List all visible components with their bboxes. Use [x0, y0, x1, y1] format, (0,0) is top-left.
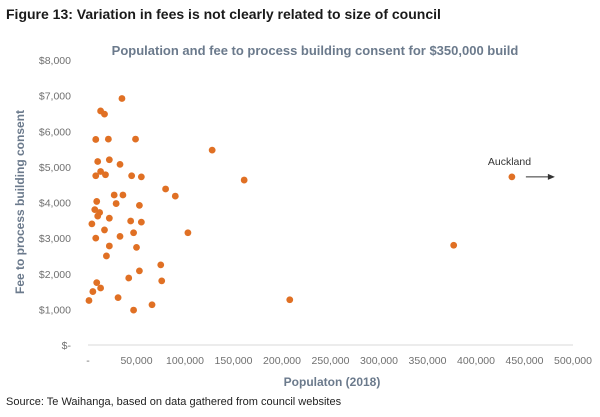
data-point: [158, 277, 166, 285]
y-tick-label: $1,000: [39, 304, 71, 316]
x-tick-label: 250,000: [312, 355, 350, 367]
data-point: [184, 229, 192, 237]
x-tick-label: 400,000: [457, 355, 495, 367]
data-point: [157, 261, 165, 269]
arrow-head: [547, 173, 555, 180]
data-point: [92, 172, 100, 180]
y-tick-label: $2,000: [39, 269, 71, 281]
data-point: [130, 229, 137, 237]
data-point: [508, 173, 516, 181]
y-axis-label: Fee to process building consent: [13, 110, 27, 294]
data-point: [85, 297, 93, 304]
x-axis-ticks: - 50,000 100,000 150,000 200,000 250,000 300,0…: [86, 355, 592, 367]
x-tick-label: 300,000: [360, 355, 398, 367]
x-tick-label: 50,000: [120, 355, 152, 367]
data-point: [162, 185, 170, 193]
data-point: [104, 135, 112, 143]
data-point: [97, 168, 105, 175]
data-point: [96, 209, 104, 216]
data-point: [110, 191, 118, 199]
x-tick-label: 150,000: [215, 355, 253, 367]
y-tick-label: $8,000: [39, 55, 71, 67]
data-point: [103, 252, 110, 260]
data-point: [136, 201, 143, 209]
data-point: [92, 234, 100, 242]
y-tick-label: $5,000: [39, 162, 71, 174]
x-tick-label: 450,000: [506, 355, 544, 367]
data-point: [112, 200, 120, 207]
data-point: [116, 232, 124, 240]
data-point: [102, 171, 109, 179]
data-point: [105, 214, 113, 222]
data-points: [85, 95, 516, 314]
data-point: [130, 306, 137, 314]
data-point: [93, 279, 101, 287]
x-tick-label: 350,000: [409, 355, 447, 367]
data-point: [94, 158, 102, 165]
data-point: [127, 217, 135, 225]
data-point: [114, 294, 122, 302]
figure-title: Figure 13: Variation in fees is not clea…: [6, 6, 441, 22]
data-point: [105, 242, 113, 250]
data-point: [208, 146, 216, 154]
data-point: [450, 241, 458, 249]
y-tick-label: $3,000: [39, 233, 71, 245]
data-point: [133, 243, 140, 251]
data-point: [132, 135, 139, 143]
data-point: [88, 220, 96, 228]
data-point: [119, 191, 127, 199]
auckland-arrow-icon: [525, 173, 555, 180]
data-point: [92, 136, 100, 143]
x-tick-label: -: [86, 355, 90, 367]
source-note: Source: Te Waihanga, based on data gathe…: [6, 396, 342, 408]
data-point: [93, 198, 101, 205]
x-tick-label: 200,000: [263, 355, 301, 367]
data-point: [136, 267, 143, 275]
y-tick-label: $-: [62, 340, 72, 352]
y-axis-ticks: $- $1,000 $2,000 $3,000 $4,000 $5,000 $6,000 $7…: [39, 55, 72, 352]
y-tick-label: $4,000: [39, 198, 71, 210]
x-tick-label: 100,000: [166, 355, 204, 367]
y-tick-label: $7,000: [39, 91, 71, 103]
data-point: [148, 301, 156, 309]
data-point: [286, 296, 294, 304]
data-point: [89, 288, 97, 295]
y-tick-label: $6,000: [39, 126, 71, 138]
data-point: [137, 218, 145, 226]
auckland-label: Auckland: [488, 156, 531, 168]
x-axis-label: Populaton (2018): [284, 375, 381, 389]
data-point: [101, 226, 108, 234]
data-point: [171, 192, 179, 200]
data-point: [101, 110, 108, 118]
data-point: [128, 172, 136, 180]
chart-title: Population and fee to process building c…: [112, 43, 519, 58]
data-point: [105, 156, 113, 164]
data-point: [240, 176, 248, 184]
data-point: [125, 274, 133, 282]
data-point: [137, 173, 145, 181]
x-tick-label: 500,000: [554, 355, 592, 367]
data-point: [118, 95, 126, 102]
data-point: [97, 284, 105, 292]
data-point: [116, 160, 124, 168]
